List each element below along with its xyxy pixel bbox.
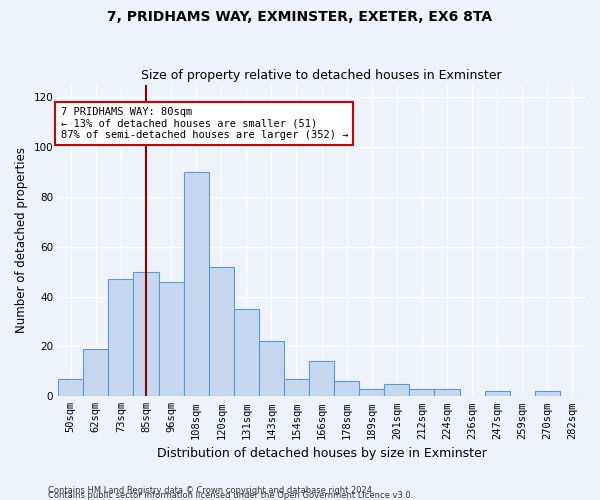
Text: 7, PRIDHAMS WAY, EXMINSTER, EXETER, EX6 8TA: 7, PRIDHAMS WAY, EXMINSTER, EXETER, EX6 … (107, 10, 493, 24)
Bar (535, 392, 560, 396)
Bar (234, 309, 259, 396)
Bar (434, 389, 460, 396)
Bar (259, 342, 284, 396)
Title: Size of property relative to detached houses in Exminster: Size of property relative to detached ho… (141, 69, 502, 82)
Bar (158, 282, 184, 397)
Bar (83, 349, 109, 397)
Bar (58, 379, 83, 396)
Text: Contains HM Land Registry data © Crown copyright and database right 2024.: Contains HM Land Registry data © Crown c… (48, 486, 374, 495)
Y-axis label: Number of detached properties: Number of detached properties (15, 148, 28, 334)
Bar (334, 382, 359, 396)
Bar (309, 362, 334, 396)
Bar (284, 379, 309, 396)
Bar (133, 272, 158, 396)
Bar (385, 384, 409, 396)
Bar (109, 279, 133, 396)
Bar (409, 389, 434, 396)
Bar (359, 389, 385, 396)
Text: 7 PRIDHAMS WAY: 80sqm
← 13% of detached houses are smaller (51)
87% of semi-deta: 7 PRIDHAMS WAY: 80sqm ← 13% of detached … (61, 107, 348, 140)
Bar (184, 172, 209, 396)
Bar (485, 392, 510, 396)
Text: Contains public sector information licensed under the Open Government Licence v3: Contains public sector information licen… (48, 491, 413, 500)
Bar (209, 266, 234, 396)
X-axis label: Distribution of detached houses by size in Exminster: Distribution of detached houses by size … (157, 447, 487, 460)
